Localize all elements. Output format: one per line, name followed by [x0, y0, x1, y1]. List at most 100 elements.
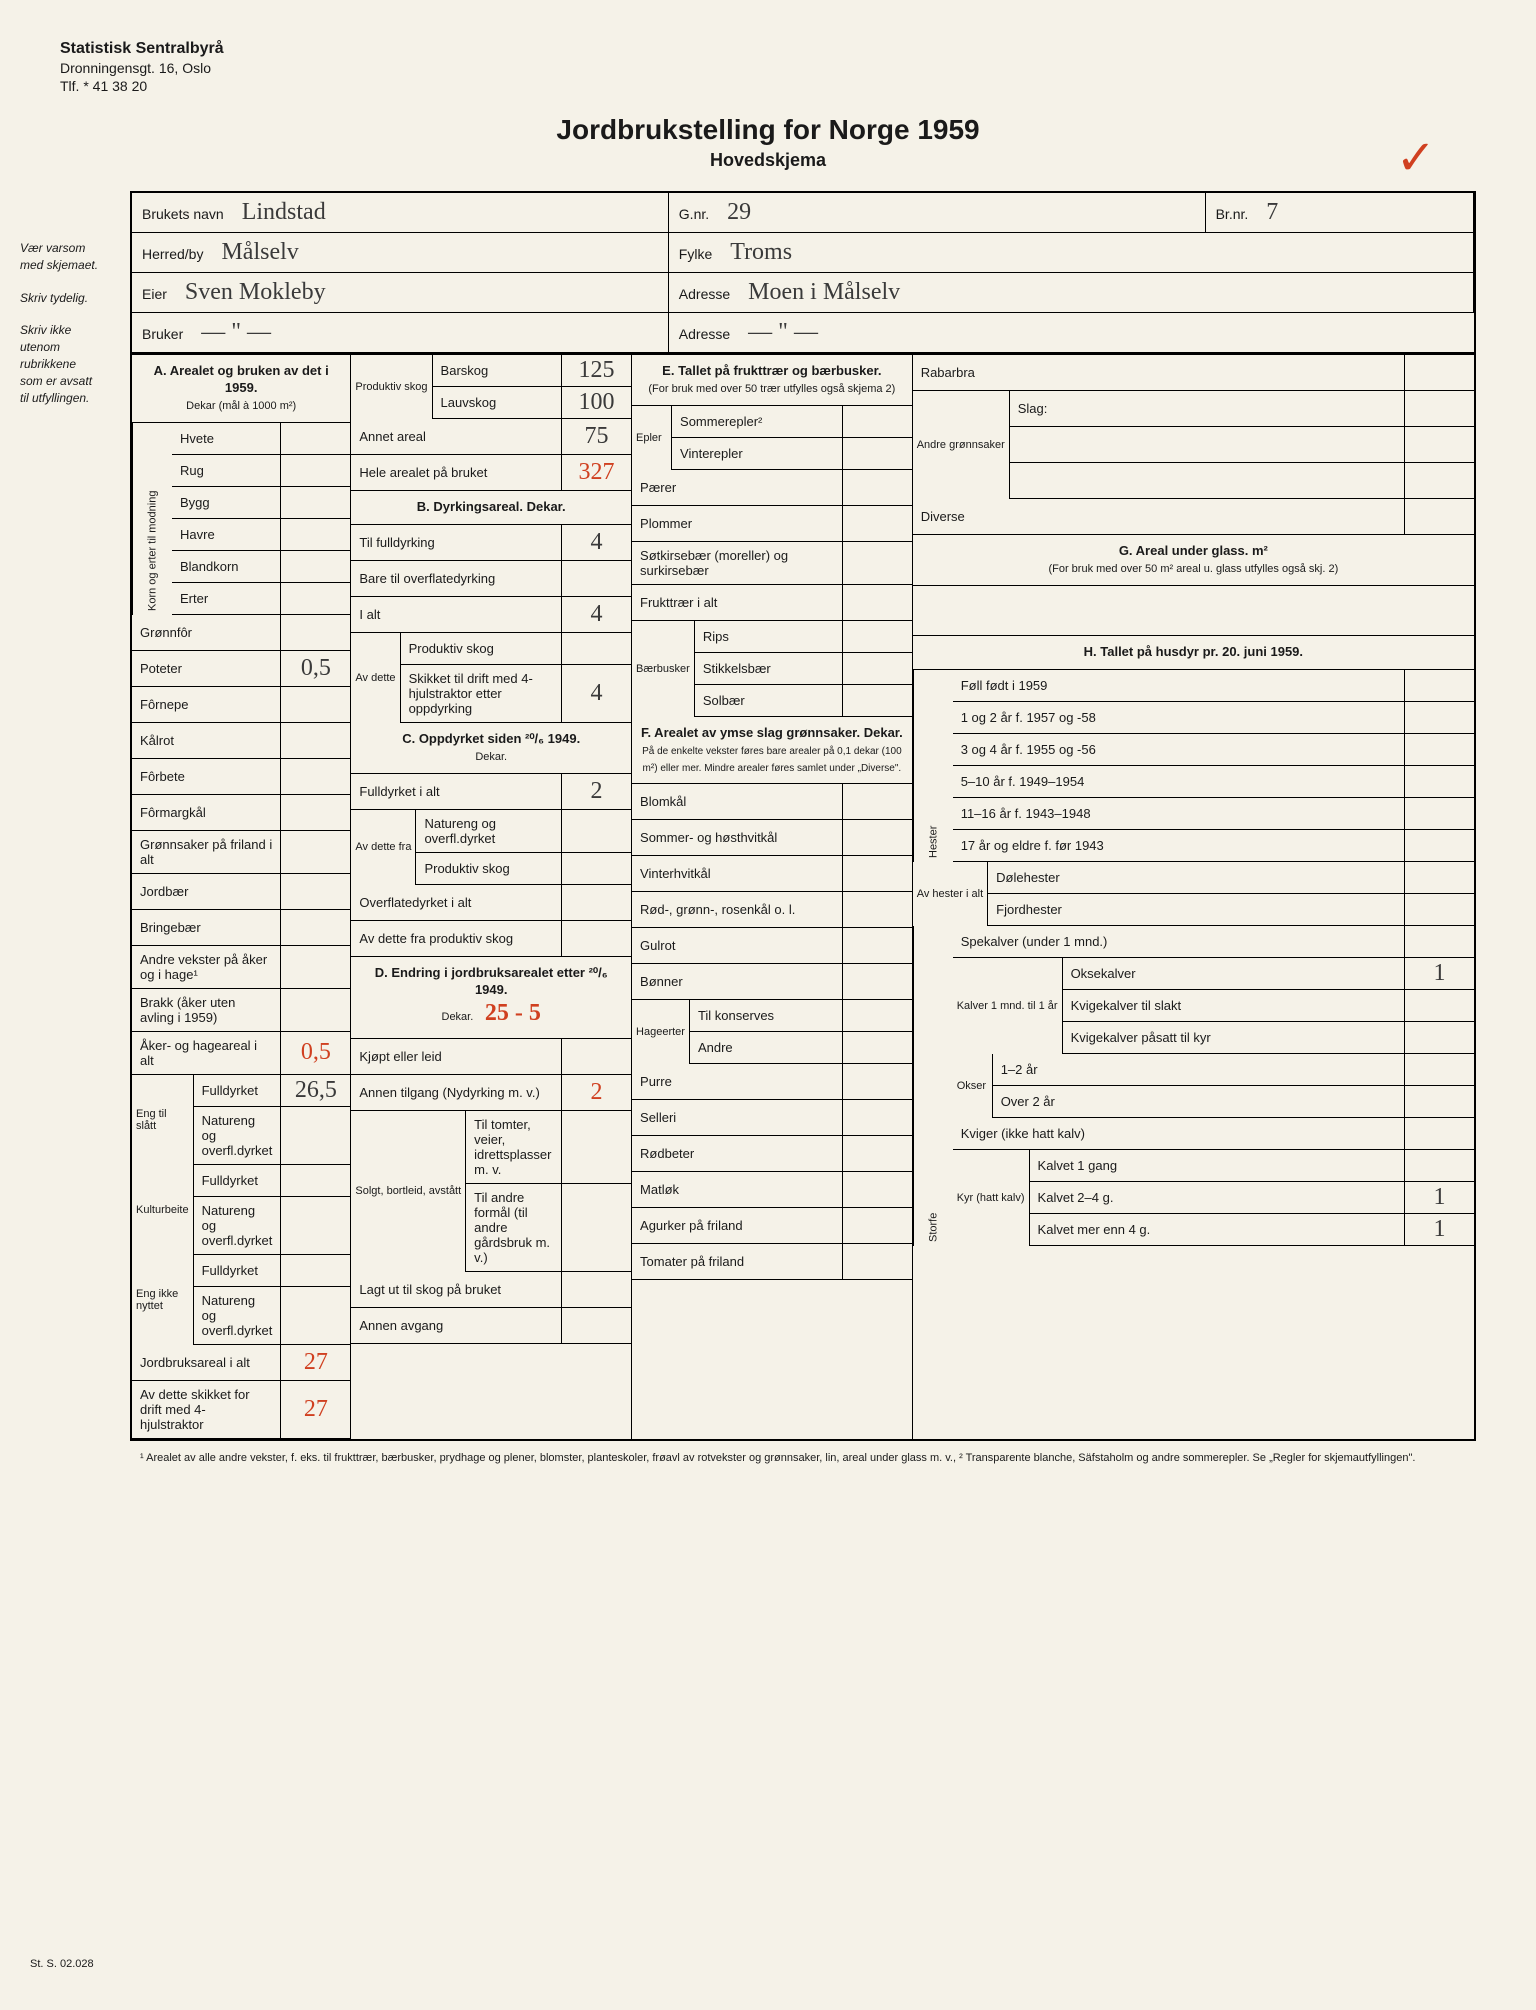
solbaer-label: Solbær [695, 685, 842, 716]
matlok-label: Matløk [632, 1172, 842, 1207]
jordbaer-label: Jordbær [132, 874, 280, 909]
fornepe-label: Fôrnepe [132, 687, 280, 722]
section-c-title: C. Oppdyrket siden ²⁰/₆ 1949. Dekar. [351, 723, 631, 774]
c-overflate-label: Overflatedyrket i alt [351, 885, 561, 920]
bygg-label: Bygg [172, 487, 280, 518]
til-fulldyrking-value: 4 [561, 525, 631, 560]
5til10-label: 5–10 år f. 1949–1954 [953, 766, 1404, 797]
kalvet1-label: Kalvet 1 gang [1030, 1150, 1404, 1181]
adresse2-label: Adresse [679, 326, 730, 342]
gronnsaker-friland-label: Grønnsaker på friland i alt [132, 831, 280, 873]
kvigekalver-kyr-label: Kvigekalver påsatt til kyr [1063, 1022, 1404, 1053]
adresse-value: Moen i Målselv [748, 279, 900, 306]
tomater-label: Tomater på friland [632, 1244, 842, 1279]
d-lagt-ut-label: Lagt ut til skog på bruket [351, 1272, 561, 1307]
brnr-value: 7 [1266, 199, 1278, 226]
rabarbra-label: Rabarbra [913, 355, 1404, 390]
skikket-drift-label: Av dette skikket for drift med 4-hjulstr… [132, 1381, 272, 1438]
av-hester-label: Av hester i alt [913, 862, 988, 926]
margin-note-3: Skriv ikke utenom rubrikkene som er avsa… [20, 322, 100, 406]
gulrot-label: Gulrot [632, 928, 842, 963]
adresse-label: Adresse [679, 286, 730, 302]
vinterhvitkal-label: Vinterhvitkål [632, 856, 842, 891]
address-line-1: Dronningensgt. 16, Oslo [60, 60, 1476, 76]
kalvet24-label: Kalvet 2–4 g. [1030, 1182, 1396, 1213]
adresse2-value: — " — [748, 319, 818, 346]
form-container: Brukets navn Lindstad G.nr. 29 Br.nr. 7 … [130, 191, 1476, 1466]
blomkal-label: Blomkål [632, 784, 842, 819]
1og2-label: 1 og 2 år f. 1957 og -58 [953, 702, 1404, 733]
c-fulldyrket-label: Fulldyrket i alt [351, 774, 553, 809]
hageerter-side-label: Hageerter [632, 1000, 690, 1064]
column-ef: E. Tallet på frukttrær og bærbusker. (Fo… [632, 355, 913, 1439]
section-e-title: E. Tallet på frukttrær og bærbusker. (Fo… [632, 355, 912, 406]
section-f-title: F. Arealet av ymse slag grønnsaker. Deka… [632, 717, 912, 785]
hester-side-label: Hester [913, 670, 953, 862]
margin-note-2: Skriv tydelig. [20, 290, 100, 307]
eng-slatt-label: Eng til slått [132, 1075, 194, 1165]
sotkirsebaer-label: Søtkirsebær (moreller) og surkirsebær [632, 542, 842, 584]
section-g-title: G. Areal under glass. m² (For bruk med o… [913, 535, 1474, 586]
hele-arealet-value: 327 [561, 455, 631, 490]
havre-label: Havre [172, 519, 280, 550]
stikkelsbaer-label: Stikkelsbær [695, 653, 842, 684]
d-annen-avgang-label: Annen avgang [351, 1308, 561, 1343]
b-skikket-value: 4 [561, 665, 631, 722]
sommer-host-label: Sommer- og høsthvitkål [632, 820, 842, 855]
kulturbeite-label: Kulturbeite [132, 1165, 194, 1255]
eng-ikke-natureng-label: Natureng og overfl.dyrket [194, 1287, 281, 1344]
paerer-label: Pærer [632, 470, 842, 505]
footnote: ¹ Arealet av alle andre vekster, f. eks.… [130, 1451, 1476, 1466]
hvete-label: Hvete [172, 423, 280, 454]
blandkorn-label: Blandkorn [172, 551, 280, 582]
bruker-value: — " — [201, 319, 271, 346]
brnr-label: Br.nr. [1216, 206, 1249, 222]
epler-side-label: Epler [632, 406, 672, 470]
bringebaer-label: Bringebær [132, 910, 280, 945]
okser-side-label: Okser [953, 1054, 993, 1118]
fylke-label: Fylke [679, 246, 712, 262]
herred-value: Målselv [221, 239, 298, 266]
c-natureng-label: Natureng og overfl.dyrket [416, 810, 561, 852]
section-b-title: B. Dyrkingsareal. Dekar. [351, 491, 631, 525]
andre-vekster-label: Andre vekster på åker og i hage¹ [132, 946, 280, 988]
header-organization: Statistisk Sentralbyrå Dronningensgt. 16… [60, 40, 1476, 94]
eng-fulldyrket-label: Fulldyrket [194, 1075, 273, 1106]
3og4-label: 3 og 4 år f. 1955 og -56 [953, 734, 1404, 765]
address-line-2: Tlf. * 41 38 20 [60, 78, 1476, 94]
skikket-drift-value: 27 [280, 1381, 350, 1438]
barskog-value: 125 [561, 355, 631, 386]
brakk-label: Brakk (åker uten avling i 1959) [132, 989, 280, 1031]
annet-areal-value: 75 [561, 419, 631, 454]
left-margin-notes: Vær varsom med skjemaet. Skriv tydelig. … [20, 240, 100, 422]
plommer-label: Plommer [632, 506, 842, 541]
eng-ikke-label: Eng ikke nyttet [132, 1255, 194, 1345]
jordbruksareal-label: Jordbruksareal i alt [132, 1345, 272, 1380]
kalvet-mer-label: Kalvet mer enn 4 g. [1030, 1214, 1396, 1245]
fjordhester-label: Fjordhester [988, 894, 1404, 925]
fylke-value: Troms [730, 239, 792, 266]
til-konserves-label: Til konserves [690, 1000, 842, 1031]
eng-natureng-label: Natureng og overfl.dyrket [194, 1107, 281, 1164]
andre-gr-side-label: Andre grønnsaker [913, 391, 1010, 499]
eier-label: Eier [142, 286, 167, 302]
d-tomter-label: Til tomter, veier, idrettsplasser m. v. [466, 1111, 561, 1183]
foll-label: Føll født i 1959 [953, 670, 1404, 701]
section-h-title: H. Tallet på husdyr pr. 20. juni 1959. [913, 636, 1474, 670]
section-a-title: A. Arealet og bruken av det i 1959. Deka… [132, 355, 350, 423]
c-prod-skog-label: Produktiv skog [416, 853, 561, 884]
poteter-value: 0,5 [280, 651, 350, 686]
d-annen-tilgang-value: 2 [561, 1075, 631, 1110]
main-title: Jordbrukstelling for Norge 1959 [60, 114, 1476, 146]
c-av-dette-fra-label: Av dette fra [351, 810, 416, 885]
oksekalver-value: 1 [1404, 958, 1474, 989]
11til16-label: 11–16 år f. 1943–1948 [953, 798, 1404, 829]
aker-hage-label: Åker- og hageareal i alt [132, 1032, 272, 1074]
d-andre-formal-label: Til andre formål (til andre gårdsbruk m.… [466, 1184, 561, 1271]
storfe-side-label: Storfe [913, 926, 953, 1246]
d-annen-tilgang-label: Annen tilgang (Nydyrking m. v.) [351, 1075, 553, 1110]
rips-label: Rips [695, 621, 842, 652]
org-name: Statistisk Sentralbyrå [60, 40, 1476, 58]
eng-fulldyrket-value: 26,5 [280, 1075, 350, 1106]
slag-label: Slag: [1010, 391, 1404, 426]
